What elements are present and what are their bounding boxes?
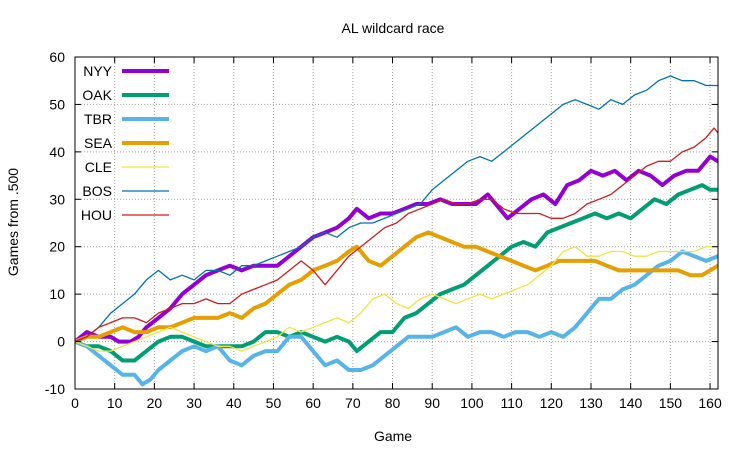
x-tick-label: 110 [500, 395, 523, 411]
x-tick-label: 40 [226, 395, 242, 411]
x-tick-label: 20 [147, 395, 163, 411]
series-line-nyy [75, 154, 718, 344]
x-tick-label: 80 [385, 395, 401, 411]
legend-label-hou: HOU [81, 207, 112, 223]
y-tick-label: 20 [49, 239, 65, 255]
legend-label-nyy: NYY [83, 63, 112, 79]
y-tick-label: 60 [49, 49, 65, 65]
y-tick-label: 40 [49, 144, 65, 160]
y-tick-label: 30 [49, 191, 65, 207]
y-tick-label: 0 [57, 334, 65, 350]
x-tick-label: 140 [619, 395, 643, 411]
chart-title: AL wildcard race [342, 20, 445, 36]
x-tick-label: 90 [424, 395, 440, 411]
x-tick-label: 160 [698, 395, 722, 411]
series-line-tbr [75, 249, 718, 387]
series-group [75, 75, 718, 387]
x-tick-label: 60 [305, 395, 321, 411]
legend-label-sea: SEA [84, 135, 113, 151]
series-line-sea [75, 230, 718, 344]
series-line-oak [75, 183, 718, 363]
x-tick-label: 10 [107, 395, 123, 411]
legend-label-cle: CLE [85, 159, 112, 175]
ticks: 0 10 20 30 40 50 60 70 80 90 100 110 120 130 140 150 160… [45, 49, 722, 411]
x-tick-label: 50 [266, 395, 282, 411]
legend-label-bos: BOS [82, 183, 112, 199]
x-tick-label: 130 [579, 395, 603, 411]
y-axis-label: Games from .500 [5, 168, 21, 276]
x-tick-label: 100 [460, 395, 484, 411]
legend-label-oak: OAK [82, 87, 112, 103]
x-tick-label: 70 [345, 395, 361, 411]
series-line-bos [75, 75, 718, 343]
plot-border [74, 56, 719, 390]
x-tick-label: 120 [540, 395, 564, 411]
legend: NYY OAK TBR SEA CLE BOS HOU [81, 63, 169, 223]
y-tick-label: 10 [49, 286, 65, 302]
x-axis-label: Game [374, 428, 412, 444]
series-line-cle [75, 246, 718, 352]
x-tick-label: 150 [659, 395, 683, 411]
y-tick-label: 50 [49, 96, 65, 112]
series-line-hou [75, 127, 718, 343]
x-tick-label: 0 [71, 395, 79, 411]
x-tick-label: 30 [186, 395, 202, 411]
legend-label-tbr: TBR [84, 111, 112, 127]
y-tick-label: -10 [45, 381, 65, 397]
